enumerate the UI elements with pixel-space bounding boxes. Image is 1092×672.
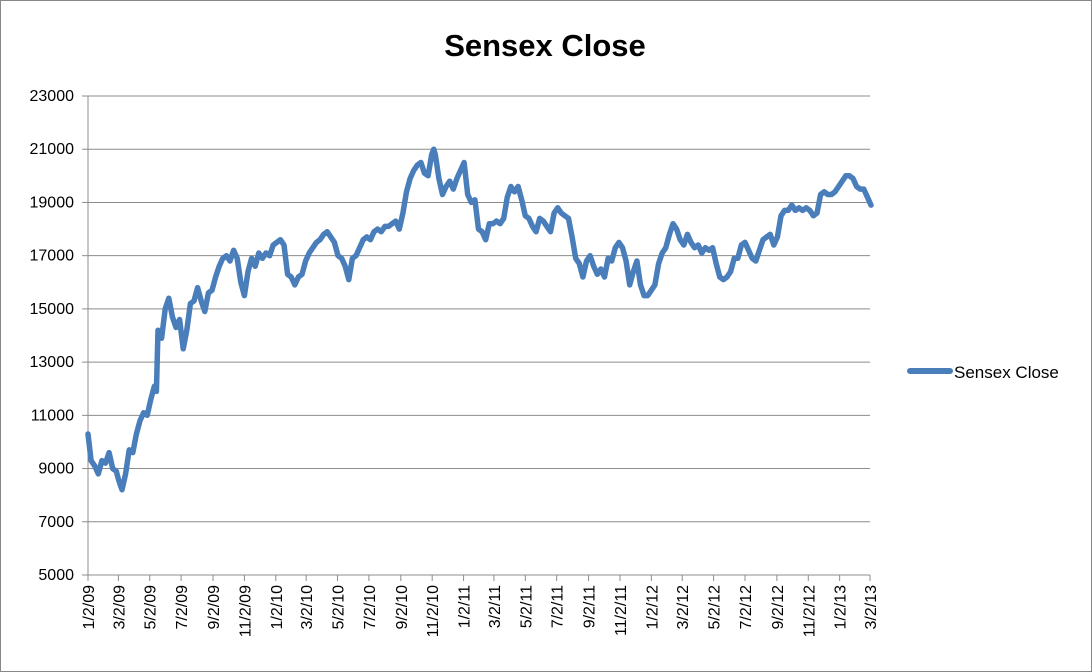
- y-tick-label: 9000: [38, 461, 74, 478]
- x-tick-label: 11/2/09: [237, 585, 254, 637]
- x-tick-label: 11/2/10: [425, 585, 442, 637]
- y-tick-label: 11000: [31, 407, 74, 424]
- x-tick-label: 3/2/09: [111, 585, 128, 630]
- x-tick-label: 9/2/12: [770, 585, 787, 630]
- x-tick-label: 1/2/11: [457, 585, 474, 628]
- series-line-sensex-close: [85, 146, 874, 493]
- x-tick-label: 11/2/12: [801, 585, 818, 637]
- x-tick-label: 1/2/09: [81, 585, 98, 630]
- x-tick-label: 7/2/10: [362, 585, 379, 630]
- x-tick-label: 7/2/12: [738, 585, 755, 630]
- y-tick-label: 13000: [30, 354, 75, 371]
- x-tick-label: 3/2/12: [675, 585, 692, 630]
- series-lines: [85, 146, 874, 493]
- y-tick-label: 5000: [38, 567, 74, 584]
- chart-title: Sensex Close: [444, 28, 646, 63]
- legend-label: Sensex Close: [954, 363, 1059, 382]
- x-tick-label: 7/2/09: [174, 585, 191, 630]
- y-tick-label: 17000: [30, 248, 75, 265]
- y-tick-label: 15000: [30, 301, 75, 318]
- x-tick-label: 3/2/10: [299, 585, 316, 630]
- x-tick-label: 9/2/10: [394, 585, 411, 630]
- x-tick-label: 1/2/13: [833, 585, 850, 630]
- x-tick-label: 11/2/11: [613, 585, 630, 636]
- x-tick-label: 5/2/09: [143, 585, 160, 630]
- y-tick-label: 21000: [30, 141, 75, 158]
- y-tick-label: 19000: [30, 194, 75, 211]
- x-tick-label: 5/2/12: [707, 585, 724, 630]
- axes: [82, 95, 871, 581]
- x-tick-label: 1/2/10: [269, 585, 286, 630]
- x-tick-label: 5/2/10: [331, 585, 348, 630]
- x-tick-label: 5/2/11: [518, 585, 535, 628]
- x-tick-label: 3/2/13: [863, 585, 880, 630]
- x-tick-label: 9/2/09: [206, 585, 223, 630]
- x-tick-label: 3/2/11: [487, 585, 504, 628]
- x-axis-tick-labels: 1/2/09 3/2/09 5/2/09 7/2/09 9/2/09 11/2/09 1/2…: [81, 585, 880, 637]
- y-tick-label: 7000: [38, 514, 74, 531]
- x-tick-label: 9/2/11: [582, 585, 599, 628]
- x-tick-label: 1/2/12: [644, 585, 661, 630]
- y-axis-tick-labels: 5000 7000 9000 11000 13000 15000 17000 19000 210…: [30, 88, 75, 584]
- y-tick-label: 23000: [30, 88, 75, 105]
- x-tick-label: 7/2/11: [550, 585, 567, 628]
- legend: Sensex Close: [907, 363, 1059, 382]
